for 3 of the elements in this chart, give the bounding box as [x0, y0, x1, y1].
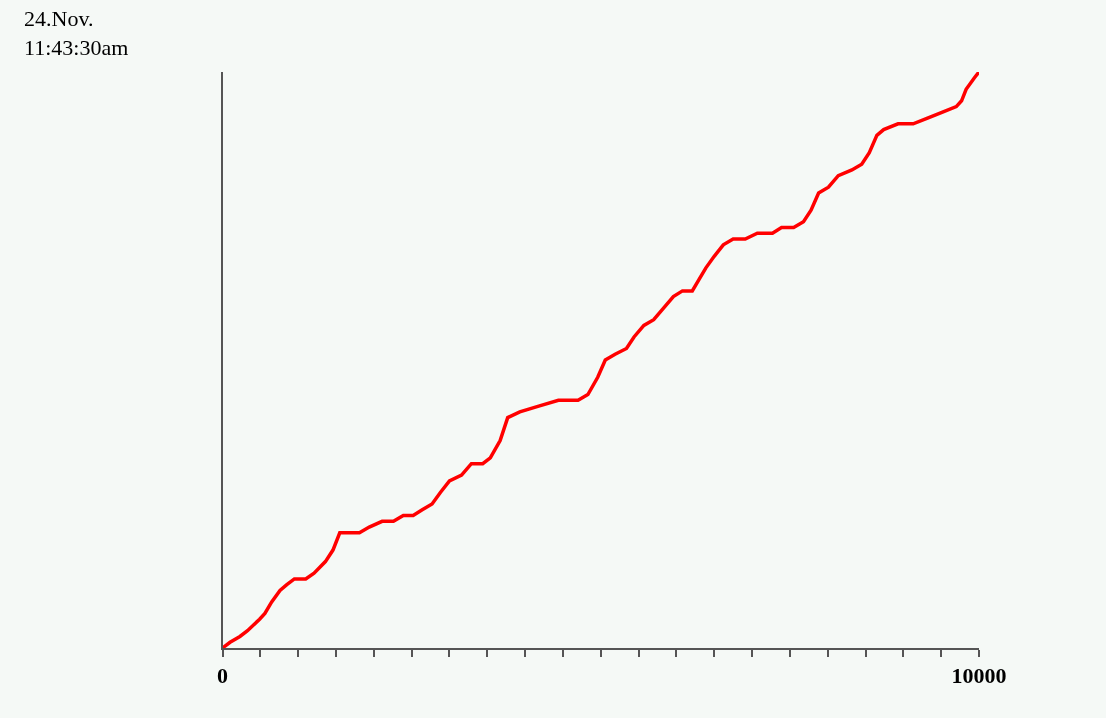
- x-tick-label: 10000: [951, 663, 1007, 689]
- chart-title: 24.Nov. 11:43:30am: [24, 6, 129, 60]
- x-tick-label: 0: [217, 663, 229, 689]
